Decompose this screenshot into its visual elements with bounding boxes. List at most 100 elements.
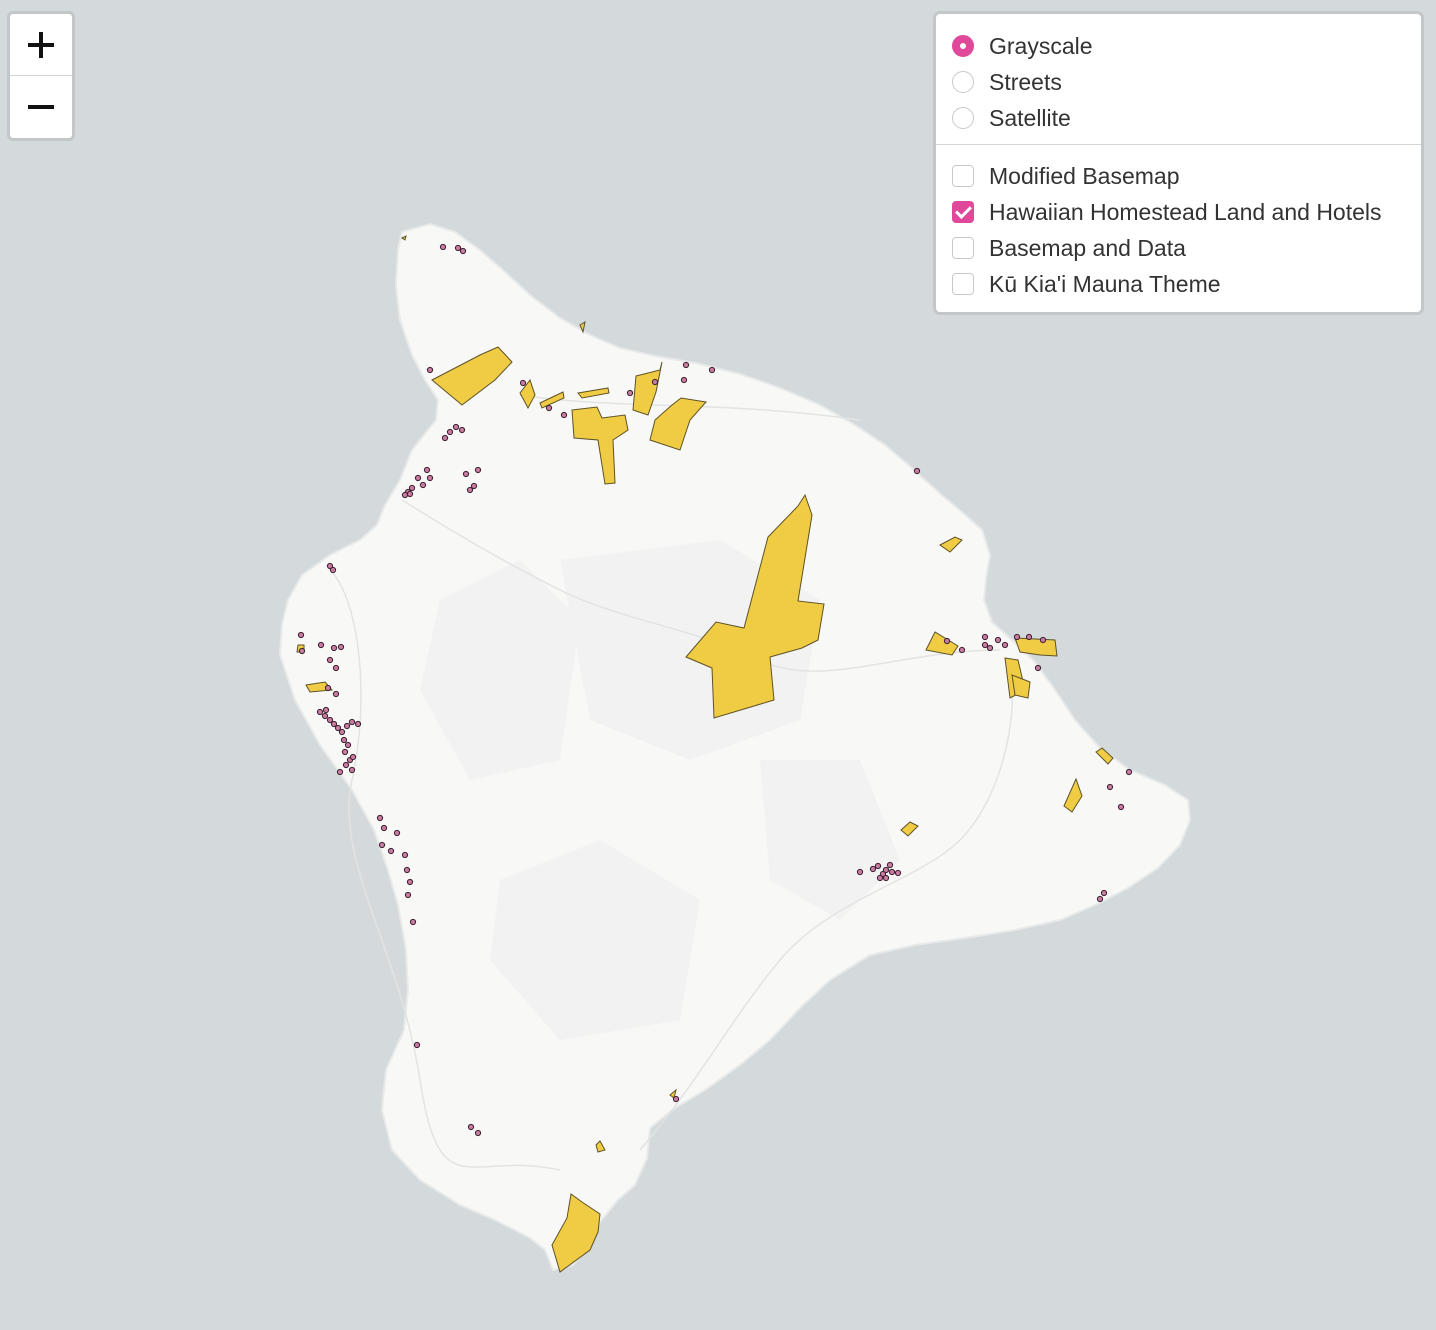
overlay-option-basemap-and-data[interactable]: Basemap and Data bbox=[952, 233, 1186, 263]
hotel-marker bbox=[466, 486, 474, 494]
hotel-marker bbox=[943, 637, 951, 645]
overlay-option-ku-kiai-mauna[interactable]: Kū Kia'i Mauna Theme bbox=[952, 269, 1221, 299]
hotel-marker bbox=[1096, 895, 1104, 903]
hotel-marker bbox=[672, 1095, 680, 1103]
homestead-parcel bbox=[649, 397, 707, 451]
basemap-label: Streets bbox=[989, 68, 1062, 95]
hotel-marker bbox=[708, 366, 716, 374]
terrain-shading bbox=[760, 760, 900, 920]
overlay-label: Basemap and Data bbox=[989, 234, 1186, 261]
hotel-marker bbox=[994, 636, 1002, 644]
hotel-marker bbox=[981, 641, 989, 649]
zoom-out-button[interactable] bbox=[10, 76, 72, 138]
hotel-marker bbox=[682, 361, 690, 369]
hotel-marker bbox=[401, 491, 409, 499]
homestead-parcel bbox=[632, 361, 663, 416]
layer-control-panel: Grayscale Streets Satellite Modified Bas… bbox=[933, 11, 1424, 315]
hotel-marker bbox=[470, 482, 478, 490]
homestead-parcel bbox=[401, 235, 407, 241]
homestead-parcel bbox=[1063, 777, 1083, 813]
hotel-marker bbox=[403, 866, 411, 874]
hotel-marker bbox=[349, 753, 357, 761]
hotel-marker bbox=[452, 423, 460, 431]
hotel-marker bbox=[317, 641, 325, 649]
overlay-option-homestead-hotels[interactable]: Hawaiian Homestead Land and Hotels bbox=[952, 197, 1382, 227]
homestead-parcel bbox=[519, 378, 536, 410]
hotel-marker bbox=[874, 862, 882, 870]
terrain-shading bbox=[490, 840, 700, 1040]
basemap-option-grayscale[interactable]: Grayscale bbox=[952, 31, 1093, 61]
hotel-marker bbox=[332, 664, 340, 672]
hotel-marker bbox=[337, 643, 345, 651]
hotel-marker bbox=[340, 736, 348, 744]
road-line bbox=[639, 659, 1014, 1151]
basemap-option-streets[interactable]: Streets bbox=[952, 67, 1062, 97]
hotel-marker bbox=[413, 1041, 421, 1049]
hotel-marker bbox=[856, 868, 864, 876]
hotel-marker bbox=[1106, 783, 1114, 791]
homestead-parcel bbox=[577, 387, 610, 399]
checkbox-basemap-and-data[interactable] bbox=[952, 237, 974, 259]
hotel-marker bbox=[406, 878, 414, 886]
hotel-marker bbox=[344, 741, 352, 749]
hotel-marker bbox=[423, 466, 431, 474]
overlay-label: Hawaiian Homestead Land and Hotels bbox=[989, 198, 1382, 225]
hotel-marker bbox=[458, 426, 466, 434]
homestead-parcel bbox=[431, 346, 513, 406]
checkbox-homestead-hotels[interactable] bbox=[952, 201, 974, 223]
basemap-option-satellite[interactable]: Satellite bbox=[952, 103, 1071, 133]
hotel-marker bbox=[986, 644, 994, 652]
hotel-marker bbox=[376, 814, 384, 822]
overlay-label: Kū Kia'i Mauna Theme bbox=[989, 270, 1221, 297]
homestead-parcel bbox=[571, 406, 629, 485]
hotel-marker bbox=[393, 829, 401, 837]
checkbox-ku-kiai-mauna[interactable] bbox=[952, 273, 974, 295]
island-shape bbox=[278, 222, 1192, 1272]
hotel-marker bbox=[441, 434, 449, 442]
hotel-marker bbox=[324, 684, 332, 692]
hotel-marker bbox=[882, 874, 890, 882]
hotel-marker bbox=[348, 766, 356, 774]
hotel-marker bbox=[329, 566, 337, 574]
road-line bbox=[401, 499, 1001, 672]
hotel-marker bbox=[459, 247, 467, 255]
hotel-marker bbox=[680, 376, 688, 384]
checkbox-modified-basemap[interactable] bbox=[952, 165, 974, 187]
hotel-marker bbox=[332, 690, 340, 698]
hotel-marker bbox=[326, 656, 334, 664]
homestead-parcel bbox=[1014, 637, 1058, 657]
hotel-marker bbox=[334, 724, 342, 732]
hotel-marker bbox=[406, 490, 414, 498]
radio-button-grayscale[interactable] bbox=[952, 35, 974, 57]
hotel-marker bbox=[354, 720, 362, 728]
hotel-marker bbox=[409, 918, 417, 926]
hotel-marker bbox=[545, 404, 553, 412]
hotel-marker bbox=[467, 1123, 475, 1131]
hotel-marker bbox=[1039, 636, 1047, 644]
hotel-markers[interactable] bbox=[297, 243, 1133, 1137]
hotel-marker bbox=[879, 870, 887, 878]
hotel-marker bbox=[1034, 664, 1042, 672]
hotel-marker bbox=[958, 646, 966, 654]
radio-button-streets[interactable] bbox=[952, 71, 974, 93]
hotel-marker bbox=[378, 841, 386, 849]
hotel-marker bbox=[1100, 889, 1108, 897]
hotel-marker bbox=[462, 470, 470, 478]
zoom-in-button[interactable] bbox=[10, 14, 72, 76]
homestead-land-parcels[interactable] bbox=[296, 235, 1114, 1273]
plus-icon bbox=[28, 31, 54, 58]
homestead-parcel bbox=[685, 493, 825, 719]
radio-button-satellite[interactable] bbox=[952, 107, 974, 129]
homestead-parcel bbox=[595, 1140, 606, 1153]
hotel-marker bbox=[651, 378, 659, 386]
hotel-marker bbox=[414, 474, 422, 482]
hotel-marker bbox=[869, 865, 877, 873]
hotel-marker bbox=[316, 708, 324, 716]
overlay-option-modified-basemap[interactable]: Modified Basemap bbox=[952, 161, 1180, 191]
hotel-marker bbox=[474, 1129, 482, 1137]
hotel-marker bbox=[886, 861, 894, 869]
hotel-marker bbox=[322, 706, 330, 714]
hotel-marker bbox=[330, 644, 338, 652]
homestead-parcel bbox=[939, 536, 963, 553]
